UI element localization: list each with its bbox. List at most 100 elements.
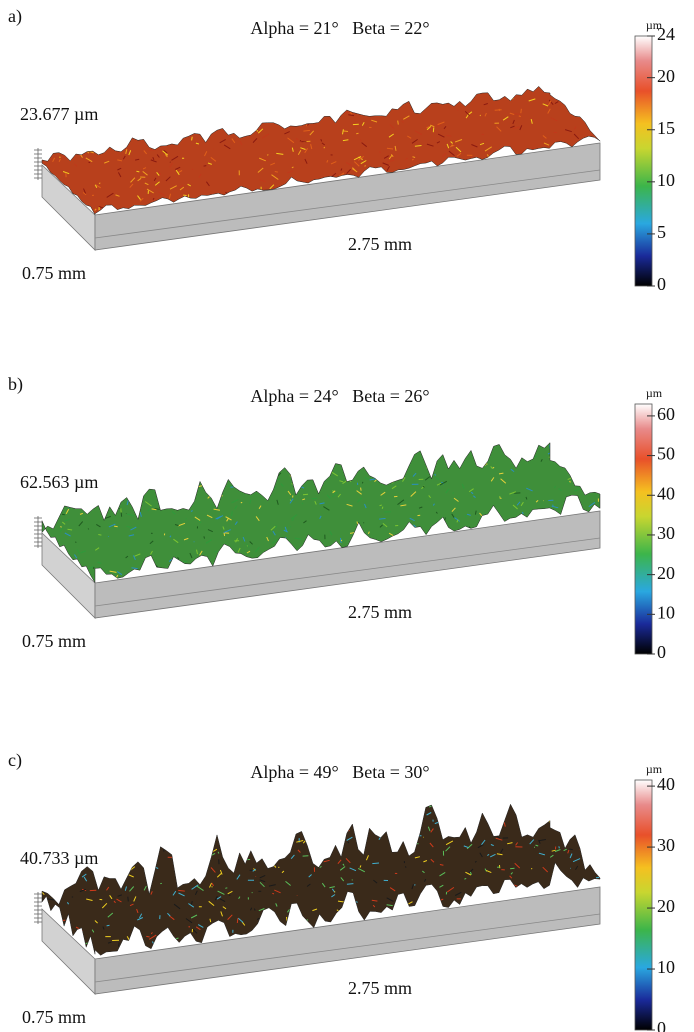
mesh-line	[443, 445, 448, 446]
mesh-line	[36, 943, 42, 947]
mesh-line	[509, 93, 510, 95]
mesh-line	[490, 565, 496, 566]
mesh-line	[286, 428, 287, 431]
mesh-line	[82, 439, 85, 443]
mesh-line	[189, 116, 190, 118]
mesh-line	[411, 813, 412, 817]
mesh-line	[344, 820, 350, 823]
mesh-line	[381, 820, 382, 825]
mesh-line	[285, 432, 289, 436]
mesh-line	[385, 447, 390, 452]
panel-label: c)	[8, 750, 22, 771]
mesh-line	[138, 111, 139, 113]
mesh-line	[114, 871, 120, 875]
mesh-line	[511, 571, 516, 572]
mesh-line	[549, 961, 555, 962]
mesh-line	[306, 821, 307, 826]
mesh-line	[563, 836, 568, 839]
mesh-line	[440, 811, 445, 814]
mesh-line	[120, 483, 121, 487]
mesh-line	[99, 478, 103, 480]
mesh-line	[90, 95, 92, 97]
mesh-line	[301, 106, 306, 107]
mesh-line	[65, 441, 70, 445]
mesh-line	[595, 929, 597, 931]
mesh-line	[595, 124, 596, 128]
mesh-line	[453, 434, 456, 439]
mesh-line	[590, 202, 591, 203]
mesh-line	[282, 67, 287, 70]
mesh-line	[367, 216, 370, 220]
mesh-line	[255, 88, 259, 93]
mesh-line	[597, 64, 603, 66]
mesh-line	[388, 438, 390, 441]
mesh-line	[230, 837, 231, 840]
mesh-line	[192, 169, 193, 170]
mesh-line	[374, 97, 377, 101]
mesh-line	[248, 447, 252, 450]
mesh-line	[372, 863, 379, 864]
mesh-line	[313, 436, 318, 441]
mesh-line	[182, 507, 184, 509]
mesh-line	[40, 949, 46, 952]
mesh-line	[475, 943, 480, 945]
mesh-line	[456, 203, 457, 208]
mesh-line	[504, 82, 510, 83]
mesh-line	[230, 435, 237, 437]
mesh-line	[507, 881, 512, 883]
mesh-line	[572, 814, 574, 817]
mesh-line	[453, 492, 454, 493]
mesh-line	[216, 120, 219, 124]
mesh-line	[473, 451, 478, 455]
mesh-line	[226, 935, 227, 936]
mesh-line	[539, 195, 543, 196]
mesh-line	[182, 820, 185, 821]
mesh-line	[225, 888, 227, 889]
mesh-line	[45, 809, 47, 812]
length-label: 2.75 mm	[348, 234, 412, 254]
mesh-line	[481, 886, 487, 890]
mesh-line	[398, 811, 405, 816]
mesh-line	[583, 465, 586, 468]
mesh-line	[284, 63, 290, 68]
mesh-line	[90, 829, 94, 834]
colorbar-tick-label: 5	[657, 222, 666, 242]
mesh-line	[282, 844, 285, 848]
mesh-line	[290, 802, 297, 804]
mesh-line	[448, 82, 454, 85]
mesh-line	[148, 806, 151, 807]
mesh-line	[186, 518, 187, 519]
mesh-line	[283, 814, 286, 815]
mesh-line	[233, 803, 235, 806]
mesh-line	[398, 121, 399, 125]
mesh-line	[49, 890, 51, 892]
mesh-line	[264, 919, 269, 923]
mesh-line	[229, 832, 233, 833]
mesh-line	[234, 555, 239, 558]
mesh-line	[519, 948, 525, 952]
mesh-line	[296, 457, 297, 458]
colorbar-tick-label: 60	[657, 404, 675, 424]
mesh-line	[148, 838, 151, 842]
colorbar-tick-label: 20	[657, 66, 675, 86]
mesh-line	[431, 433, 436, 434]
mesh-line	[486, 453, 487, 455]
mesh-line	[202, 71, 204, 72]
mesh-line	[204, 58, 209, 61]
mesh-line	[511, 78, 515, 80]
mesh-line	[565, 84, 568, 87]
mesh-line	[178, 432, 183, 434]
mesh-line	[543, 217, 549, 219]
mesh-line	[366, 100, 372, 102]
mesh-line	[216, 117, 217, 120]
mesh-line	[523, 808, 525, 812]
mesh-line	[415, 74, 422, 75]
mesh-line	[341, 829, 345, 832]
colorbar-tick-label: 40	[657, 774, 675, 794]
mesh-line	[346, 442, 347, 446]
mesh-line	[361, 821, 366, 823]
mesh-line	[141, 71, 142, 72]
mesh-line	[533, 80, 534, 81]
mesh-line	[151, 458, 157, 460]
mesh-line	[503, 430, 509, 433]
